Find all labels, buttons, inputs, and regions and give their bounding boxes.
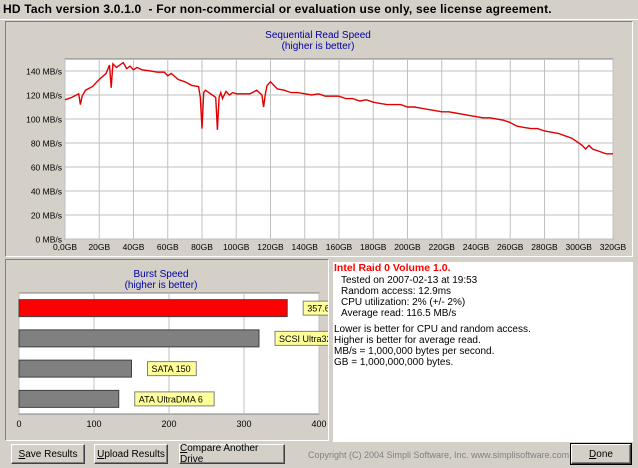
- burst-chart-title: Burst Speed: [133, 269, 188, 280]
- read-chart-y-tick-label: 40 MB/s: [31, 187, 62, 197]
- read-chart-x-tick-label: 200GB: [394, 242, 421, 252]
- done-label: Done: [589, 448, 613, 460]
- read-chart-y-tick-label: 60 MB/s: [31, 163, 62, 173]
- average-read-text: Average read: 116.5 MB/s: [341, 308, 457, 319]
- note-gb-definition: GB = 1,000,000,000 bytes.: [334, 357, 454, 368]
- burst-bar-label-box: [274, 330, 328, 346]
- burst-chart-x-tick-label: 100: [86, 419, 101, 429]
- done-button[interactable]: Done: [570, 443, 632, 465]
- copyright-text: Copyright (C) 2004 Simpli Software, Inc.…: [308, 450, 570, 460]
- read-chart-x-tick-label: 220GB: [429, 242, 456, 252]
- drive-name: Intel Raid 0 Volume 1.0.: [334, 262, 451, 274]
- burst-bar: [18, 329, 260, 348]
- burst-bar-label-box: [134, 391, 215, 407]
- tested-on-text: Tested on 2007-02-13 at 19:53: [341, 275, 478, 286]
- note-mbs-definition: MB/s = 1,000,000 bytes per second.: [334, 346, 495, 357]
- burst-bar: [18, 299, 288, 318]
- burst-chart-x-tick-label: 0: [16, 419, 21, 429]
- read-chart-x-tick-label: 320GB: [600, 242, 627, 252]
- read-chart-panel: Sequential Read Speed (higher is better)…: [5, 21, 633, 257]
- note-higher-better: Higher is better for average read.: [334, 335, 481, 346]
- random-access-text: Random access: 12.9ms: [341, 286, 452, 297]
- read-chart-x-tick-label: 0,0GB: [53, 242, 77, 252]
- read-chart-x-tick-label: 180GB: [360, 242, 387, 252]
- read-chart-x-tick-label: 160GB: [326, 242, 353, 252]
- read-chart-y-tick-label: 80 MB/s: [31, 139, 62, 149]
- read-chart-x-tick-label: 240GB: [463, 242, 490, 252]
- burst-bar: [18, 389, 120, 408]
- read-chart: Sequential Read Speed (higher is better)…: [26, 30, 627, 252]
- burst-bar-label-box: [147, 361, 197, 377]
- save-results-button[interactable]: Save Results: [11, 444, 85, 464]
- burst-bar: [18, 359, 132, 378]
- burst-chart: Burst Speed (higher is better) 0 100 200 30…: [16, 269, 328, 429]
- read-chart-x-tick-label: 120GB: [257, 242, 284, 252]
- upload-results-button[interactable]: Upload Results: [94, 444, 168, 464]
- burst-bar-label: 357.6 MB/s: [307, 304, 328, 314]
- read-chart-x-tick-label: 60GB: [157, 242, 179, 252]
- compare-another-drive-button[interactable]: Compare Another Drive: [179, 443, 285, 465]
- read-chart-x-tick-label: 300GB: [566, 242, 593, 252]
- save-results-label: Save Results: [18, 448, 78, 460]
- read-chart-x-tick-label: 140GB: [292, 242, 319, 252]
- upload-results-label: Upload Results: [97, 448, 165, 460]
- burst-chart-x-tick-label: 400: [311, 419, 326, 429]
- read-chart-y-tick-label: 0 MB/s: [36, 235, 62, 245]
- read-chart-y-tick-label: 20 MB/s: [31, 211, 62, 221]
- read-chart-x-tick-label: 100GB: [223, 242, 250, 252]
- read-chart-subtitle: (higher is better): [282, 41, 355, 52]
- read-chart-title: Sequential Read Speed: [265, 30, 371, 41]
- compare-another-drive-label: Compare Another Drive: [180, 443, 259, 465]
- read-chart-x-tick-label: 40GB: [123, 242, 145, 252]
- read-chart-x-tick-label: 20GB: [88, 242, 110, 252]
- read-chart-x-tick-label: 280GB: [531, 242, 558, 252]
- read-chart-x-tick-label: 80GB: [191, 242, 213, 252]
- burst-bar-label: ATA UltraDMA 6: [139, 394, 203, 404]
- window-title: HD Tach version 3.0.1.0 - For non-commer…: [3, 2, 552, 16]
- burst-chart-x-tick-label: 200: [161, 419, 176, 429]
- results-info-panel: Intel Raid 0 Volume 1.0. Tested on 2007-…: [333, 262, 633, 442]
- cpu-utilization-text: CPU utilization: 2% (+/- 2%): [341, 297, 466, 308]
- title-bar: HD Tach version 3.0.1.0 - For non-commer…: [0, 0, 638, 20]
- read-chart-y-tick-label: 120 MB/s: [26, 91, 62, 101]
- read-speed-series-line: [64, 61, 613, 155]
- burst-chart-x-tick-label: 300: [236, 419, 251, 429]
- burst-bar-label: SATA 150: [152, 364, 191, 374]
- burst-chart-subtitle: (higher is better): [125, 280, 198, 291]
- burst-bar-label-box: [302, 300, 328, 316]
- read-chart-y-tick-label: 140 MB/s: [26, 67, 62, 77]
- note-lower-better: Lower is better for CPU and random acces…: [334, 324, 531, 335]
- burst-chart-panel: Burst Speed (higher is better) 0 100 200 30…: [5, 259, 329, 441]
- burst-bar-label: SCSI Ultra320: [279, 334, 328, 344]
- read-chart-y-tick-label: 100 MB/s: [26, 115, 62, 125]
- read-chart-x-tick-label: 260GB: [497, 242, 524, 252]
